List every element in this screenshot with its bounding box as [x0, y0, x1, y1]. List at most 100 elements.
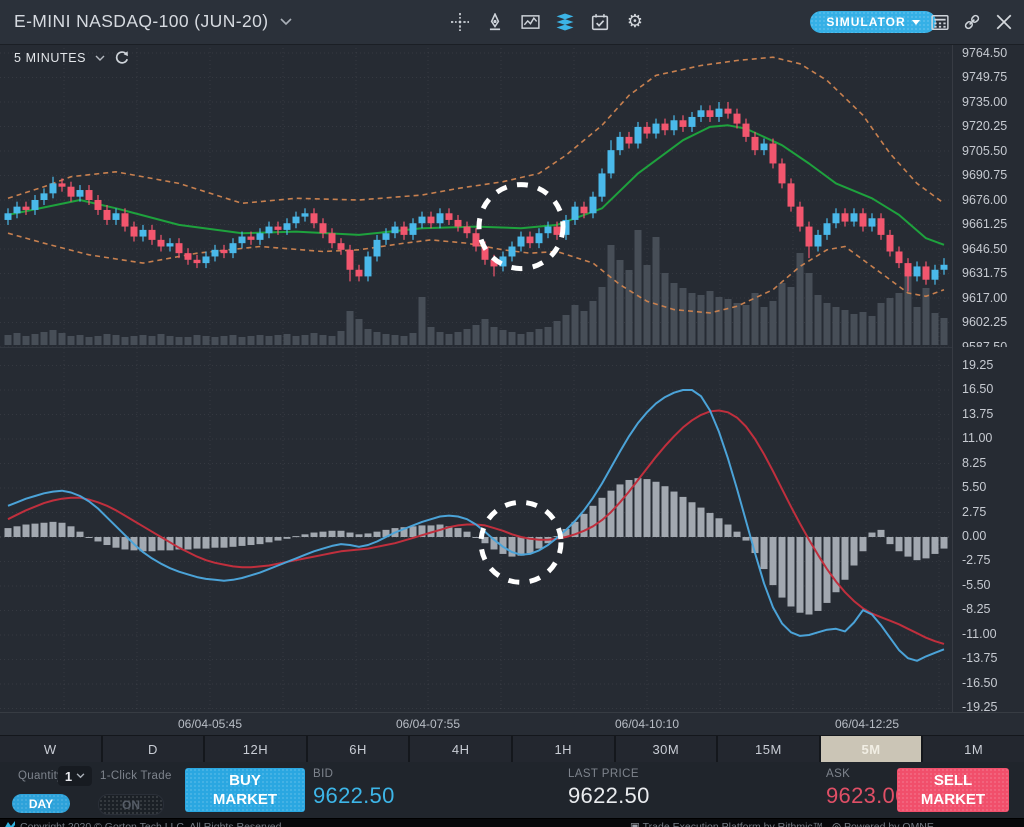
- price-axis-tick: 9735.00: [962, 94, 1008, 109]
- bid-quote: BID 9622.50: [313, 768, 395, 809]
- macd-grid: [0, 348, 952, 713]
- sessions-calendar-icon[interactable]: [590, 12, 610, 32]
- buy-market-button[interactable]: BUY MARKET: [185, 768, 305, 812]
- layers-icon[interactable]: [555, 12, 575, 32]
- macd-axis-tick: 19.25: [962, 357, 994, 372]
- price-axis-tick: 9749.75: [962, 70, 1008, 85]
- timeframe-button-d[interactable]: D: [102, 736, 204, 762]
- calculator-icon[interactable]: [930, 12, 950, 32]
- crosshair-icon[interactable]: [450, 12, 470, 32]
- powered-by-credit: Powered by OMNE: [844, 821, 934, 827]
- candles: [4, 101, 948, 292]
- bid-label: BID: [313, 768, 334, 780]
- interval-selector[interactable]: 5 MINUTES: [14, 50, 130, 66]
- last-price-label: LAST PRICE: [568, 768, 639, 780]
- bid-value: 9622.50: [313, 783, 395, 808]
- timeframe-button-6h[interactable]: 6H: [307, 736, 409, 762]
- macd-axis-tick: 16.50: [962, 382, 994, 396]
- overlays: [7, 56, 945, 314]
- buy-label-line2: MARKET: [212, 791, 278, 808]
- macd-axis-tick: -19.25: [962, 700, 998, 712]
- signal-line: [7, 409, 945, 645]
- price-highlight-circle: [476, 182, 566, 272]
- last-price-value: 9622.50: [568, 783, 650, 808]
- timeframe-button-12h[interactable]: 12H: [205, 736, 306, 762]
- quantity-stepper[interactable]: 1: [58, 766, 92, 786]
- symbol-title: E-MINI NASDAQ-100 (JUN-20): [14, 11, 269, 31]
- macd-axis-tick: 0.00: [962, 529, 987, 543]
- one-click-on-toggle[interactable]: ON: [98, 794, 164, 815]
- sell-market-button[interactable]: SELL MARKET: [897, 768, 1009, 812]
- timeframe-button-15m[interactable]: 15M: [718, 736, 819, 762]
- day-order-toggle[interactable]: DAY: [12, 794, 70, 813]
- close-icon[interactable]: [994, 12, 1014, 32]
- chevron-down-icon: [911, 19, 920, 25]
- timeframe-button-1m[interactable]: 1M: [923, 736, 1024, 762]
- price-axis[interactable]: 9764.50 9749.75 9735.00 9720.25 9705.50 9690.…: [953, 44, 1024, 347]
- macd-histogram: [4, 478, 948, 615]
- ask-value: 9623.00: [826, 783, 908, 808]
- macd-axis-tick: 5.50: [962, 480, 987, 494]
- footer-bar: Copyright 2020 © Gorton Tech LLC. All Ri…: [0, 818, 1024, 827]
- volume-bars: [4, 230, 948, 345]
- top-bar: E-MINI NASDAQ-100 (JUN-20) ⚙ SIMULATOR: [0, 0, 1024, 45]
- timeframe-button-5m[interactable]: 5M: [820, 736, 922, 762]
- timeframe-button-4h[interactable]: 4H: [410, 736, 511, 762]
- settings-gear-icon[interactable]: ⚙: [626, 11, 644, 32]
- window-tools: [930, 12, 1014, 32]
- sell-label-line2: MARKET: [920, 791, 986, 808]
- price-axis-tick: 9602.25: [962, 315, 1008, 330]
- time-axis[interactable]: 06/04-05:45 06/04-07:55 06/04-10:10 06/04-1…: [0, 712, 1024, 736]
- macd-axis-tick: 8.25: [962, 455, 987, 470]
- bollinger-lower-band: [7, 232, 945, 314]
- simulator-label: SIMULATOR: [826, 15, 906, 29]
- macd-axis-tick: -11.00: [962, 626, 997, 641]
- macd-axis[interactable]: 19.25 16.50 13.75 11.00 8.25 5.50 2.75 0.00 -2.7…: [953, 347, 1024, 713]
- axis-divider: [952, 44, 953, 712]
- price-axis-tick: 9631.75: [962, 266, 1008, 281]
- time-axis-label: 06/04-12:25: [834, 717, 900, 731]
- rithmic-credit: Trade Execution Platform by Rithmic™: [642, 821, 824, 827]
- macd-highlight-circle: [478, 499, 564, 585]
- chevron-down-icon: [280, 17, 293, 25]
- macd-axis-tick: -16.50: [962, 675, 998, 690]
- refresh-icon[interactable]: [114, 50, 130, 66]
- copyright-text: Copyright 2020 © Gorton Tech LLC. All Ri…: [20, 821, 282, 827]
- drawing-tools-icon[interactable]: [485, 12, 505, 32]
- sma-line: [7, 124, 945, 246]
- price-axis-tick: 9676.00: [962, 192, 1008, 207]
- time-axis-label: 06/04-10:10: [614, 717, 680, 731]
- buy-label-line1: BUY: [229, 772, 261, 789]
- macd-chart-canvas[interactable]: [0, 347, 952, 713]
- quantity-value: 1: [64, 768, 73, 784]
- timeframe-button-w[interactable]: W: [0, 736, 101, 762]
- price-axis-tick: 9705.50: [962, 143, 1008, 158]
- line-chart-icon[interactable]: [520, 12, 540, 32]
- timeframe-button-30m[interactable]: 30M: [615, 736, 717, 762]
- platform-credits: ▣ Trade Execution Platform by Rithmic™ ◎…: [630, 821, 934, 827]
- trade-panel: Quantity 1 1-Click Trade DAY ON BUY MARK…: [0, 762, 1024, 818]
- price-axis-tick: 9690.75: [962, 168, 1008, 183]
- macd-axis-tick: -5.50: [962, 577, 991, 592]
- sell-label-line1: SELL: [933, 772, 973, 789]
- price-chart-canvas[interactable]: [0, 44, 952, 347]
- price-axis-tick: 9587.50: [962, 339, 1008, 347]
- macd-line: [7, 389, 945, 662]
- time-axis-label: 06/04-05:45: [177, 717, 243, 731]
- chart-toolbar: ⚙: [450, 12, 645, 32]
- symbol-selector[interactable]: E-MINI NASDAQ-100 (JUN-20): [14, 11, 293, 32]
- timeframe-bar: W D 12H 6H 4H 1H 30M 15M 5M 1M: [0, 735, 1024, 762]
- link-icon[interactable]: [962, 12, 982, 32]
- price-axis-tick: 9661.25: [962, 217, 1008, 232]
- footer-brand-icon: [5, 821, 15, 827]
- interval-label: 5 MINUTES: [14, 51, 87, 65]
- macd-axis-tick: 13.75: [962, 406, 994, 421]
- time-axis-label: 06/04-07:55: [395, 717, 461, 731]
- price-axis-tick: 9617.00: [962, 290, 1008, 305]
- one-click-trade-label: 1-Click Trade: [100, 770, 172, 782]
- bollinger-upper-band: [7, 56, 945, 205]
- timeframe-button-1h[interactable]: 1H: [512, 736, 614, 762]
- simulator-button[interactable]: SIMULATOR: [810, 11, 936, 33]
- ask-quote: ASK 9623.00: [826, 768, 908, 809]
